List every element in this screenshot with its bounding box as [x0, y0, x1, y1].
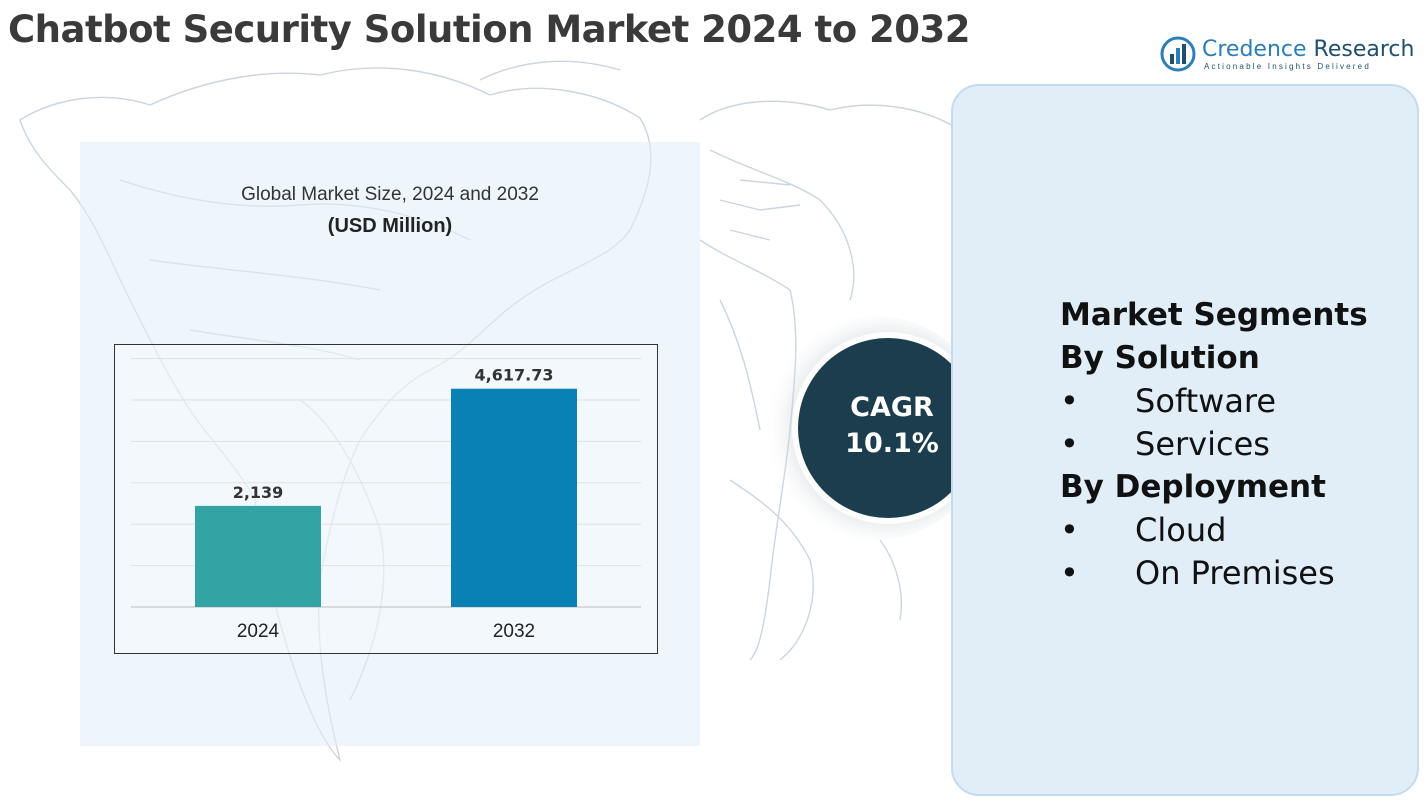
market-size-panel: Global Market Size, 2024 and 2032 (USD M… — [80, 142, 700, 746]
segments-heading: Market Segments — [1060, 297, 1368, 333]
data-label-2024: 2,139 — [233, 483, 284, 502]
page-title: Chatbot Security Solution Market 2024 to… — [8, 8, 971, 51]
segment-item: • Software — [1060, 380, 1420, 423]
segments-card — [951, 84, 1419, 796]
segment-item: • Services — [1060, 423, 1420, 466]
logo-name-part1: Credence — [1202, 37, 1307, 62]
bullet-icon: • — [1060, 554, 1079, 592]
bullet-icon: • — [1060, 425, 1079, 463]
bar-2024 — [195, 505, 321, 607]
bar-2032 — [451, 388, 577, 607]
bar-chart: 2,139 2024 4,617.73 2032 — [131, 358, 641, 642]
bullet-icon: • — [1060, 382, 1079, 420]
segment-item-label: On Premises — [1135, 554, 1335, 592]
logo-name: Credence Research — [1202, 37, 1414, 62]
data-label-2032: 4,617.73 — [475, 366, 554, 385]
logo-tagline: Actionable Insights Delivered — [1204, 62, 1371, 71]
segment-item: • On Premises — [1060, 552, 1420, 595]
cagr-circle — [764, 316, 984, 540]
segment-item-label: Cloud — [1135, 511, 1227, 549]
credence-research-logo: Credence Research Actionable Insights De… — [1160, 36, 1414, 76]
cagr-value: 10.1% — [845, 428, 939, 459]
segment-group-title: By Deployment — [1060, 469, 1326, 505]
chart-unit: (USD Million) — [327, 215, 453, 237]
cagr-label: CAGR — [850, 392, 934, 423]
segment-item-label: Software — [1135, 382, 1277, 420]
chart-frame: 2,139 2024 4,617.73 2032 — [114, 344, 658, 654]
logo-name-part2: Research — [1306, 37, 1415, 62]
cagr-badge: CAGR 10.1% — [764, 310, 984, 550]
market-segments: Market Segments By Solution • Software •… — [1060, 294, 1420, 595]
x-tick-label-2032: 2032 — [493, 621, 535, 642]
bullet-icon: • — [1060, 511, 1079, 549]
chart-title: Global Market Size, 2024 and 2032 — [241, 184, 539, 205]
segment-item-label: Services — [1135, 425, 1270, 463]
bar-chart-logo-icon — [1160, 36, 1196, 72]
segment-group-title: By Solution — [1060, 340, 1260, 376]
cagr-text: CAGR 10.1% — [804, 390, 980, 462]
x-tick-label-2024: 2024 — [237, 621, 280, 642]
segment-item: • Cloud — [1060, 509, 1420, 552]
